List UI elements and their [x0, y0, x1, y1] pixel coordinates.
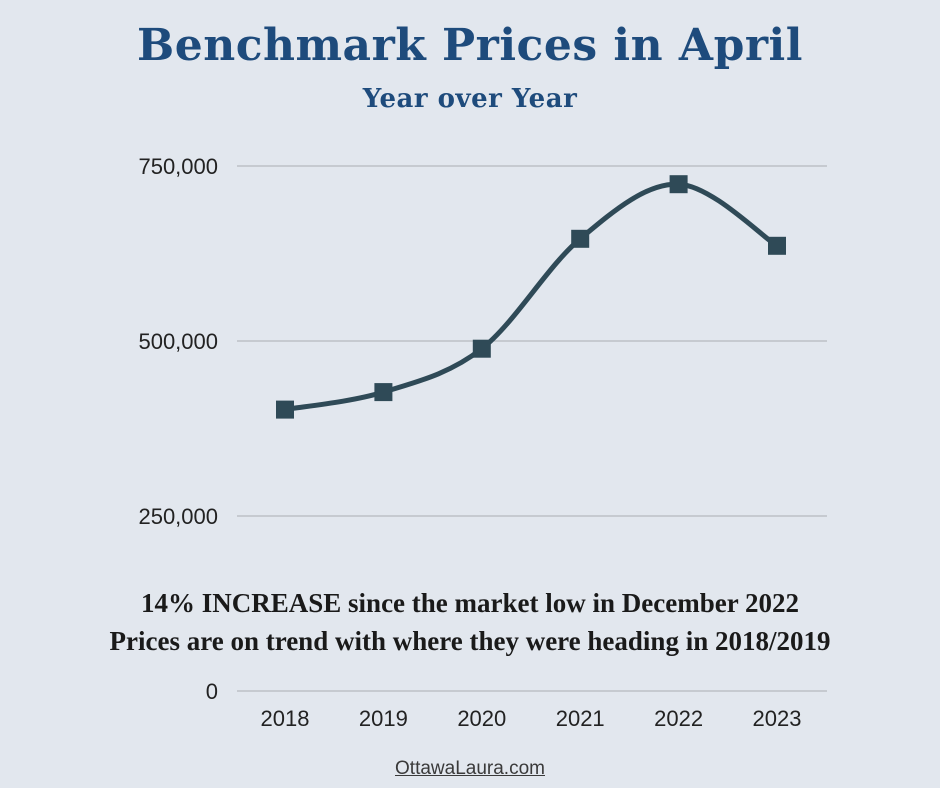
- chart-title: Benchmark Prices in April: [137, 20, 803, 71]
- x-tick-label: 2021: [556, 706, 605, 731]
- data-point-marker: [472, 339, 491, 358]
- y-axis-ticks: 0 250,000 500,000 750,000: [138, 154, 218, 704]
- series-markers: [276, 175, 786, 419]
- chart-subtitle: Year over Year: [362, 84, 578, 114]
- annotation-increase: 14% INCREASE since the market low in Dec…: [141, 588, 799, 618]
- x-tick-label: 2018: [261, 706, 310, 731]
- x-tick-label: 2019: [359, 706, 408, 731]
- x-tick-label: 2023: [753, 706, 802, 731]
- gridlines: [237, 165, 827, 692]
- data-point-marker: [276, 400, 294, 419]
- y-tick-label: 250,000: [138, 504, 218, 529]
- annotation-trend: Prices are on trend with where they were…: [109, 626, 831, 656]
- x-tick-label: 2020: [457, 706, 506, 731]
- y-tick-label: 0: [206, 679, 218, 704]
- x-axis-ticks: 2018 2019 2020 2021 2022 2023: [261, 706, 802, 731]
- y-tick-label: 750,000: [138, 154, 218, 179]
- data-point-marker: [571, 229, 590, 248]
- y-tick-label: 500,000: [138, 329, 218, 354]
- data-point-marker: [374, 383, 393, 402]
- data-point-marker: [768, 236, 786, 255]
- data-point-marker: [669, 175, 688, 194]
- website-link[interactable]: OttawaLaura.com: [395, 758, 545, 779]
- series-line: [282, 181, 780, 413]
- x-tick-label: 2022: [654, 706, 703, 731]
